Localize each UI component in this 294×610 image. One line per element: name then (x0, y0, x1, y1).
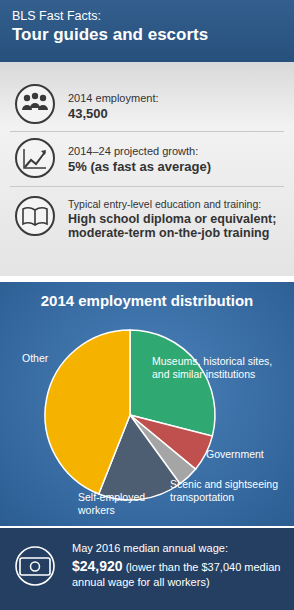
slice-label: Other (22, 352, 82, 365)
slice-label: Museums, historical sites, and similar i… (152, 355, 277, 380)
icon-head (32, 93, 38, 99)
book-icon (23, 208, 47, 225)
wage-block: $24,920 (lower than the $37,040 median a… (72, 557, 287, 589)
slice-label: Scenic and sightseeing transportation (170, 478, 288, 503)
trend-icon (25, 152, 45, 167)
title: Tour guides and escorts (12, 25, 208, 45)
money-icon-coin (31, 562, 40, 571)
divider (10, 131, 284, 132)
people-icon (22, 93, 48, 110)
money-icon (20, 558, 50, 575)
wage-value: $24,920 (72, 558, 123, 574)
kicker: BLS Fast Facts: (12, 9, 101, 23)
fact-label: 2014 employment: (68, 92, 290, 104)
fact-label: Typical entry-level education and traini… (68, 198, 290, 210)
icon-ring (16, 139, 54, 177)
fact-label: 2014–24 projected growth: (68, 145, 290, 157)
icon-ring (16, 197, 54, 235)
slice-label: Government (206, 448, 286, 461)
trend-arrow (41, 150, 46, 155)
fact-value: 43,500 (68, 107, 290, 122)
divider (10, 186, 284, 187)
icon-ring (16, 85, 54, 123)
icon-body (30, 103, 40, 108)
trend-axis (24, 149, 46, 168)
icon-head (24, 95, 30, 101)
slice-label: Self-employed workers (78, 491, 158, 516)
chart-title: 2014 employment distribution (0, 292, 294, 309)
pie-slice (45, 330, 130, 494)
fact-value: 5% (as fast as average) (68, 160, 290, 175)
icon-head (40, 95, 46, 101)
wage-label: May 2016 median annual wage: (72, 542, 287, 554)
fact-value: High school diploma or equivalent; moder… (68, 212, 288, 241)
money-icon-ring (16, 547, 54, 585)
